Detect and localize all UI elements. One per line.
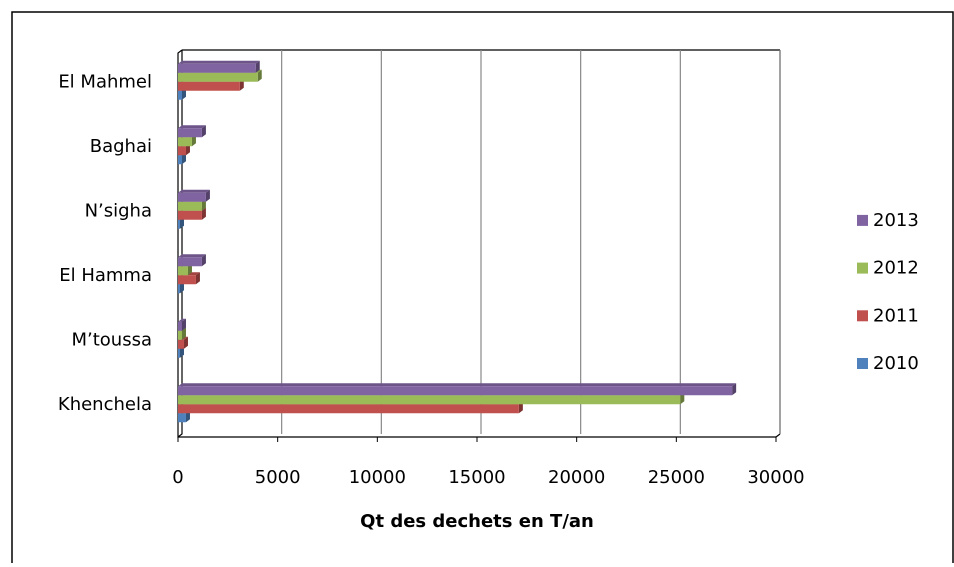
bar-top <box>178 60 260 64</box>
bar <box>178 81 240 91</box>
bar-side <box>201 254 206 267</box>
bar <box>178 72 258 82</box>
bar <box>178 321 182 331</box>
bar <box>178 192 206 202</box>
axis-wall <box>177 49 183 439</box>
legend-label: 2011 <box>873 305 919 326</box>
y-tick-label: N’sigha <box>85 200 152 221</box>
floor-edge <box>775 433 781 438</box>
bar-top <box>178 318 186 322</box>
bar <box>178 275 196 285</box>
bar-side <box>181 327 186 340</box>
x-tick-label: 10000 <box>349 467 406 488</box>
bar <box>178 201 202 211</box>
bar <box>178 386 733 396</box>
legend-swatch <box>857 310 868 322</box>
y-tick-label: El Mahmel <box>58 71 152 92</box>
legend-label: 2010 <box>873 353 919 374</box>
bar-side <box>195 272 200 285</box>
bar <box>178 155 182 165</box>
legend-label: 2012 <box>873 258 919 279</box>
bar-top <box>178 383 737 387</box>
bar-side <box>732 383 737 396</box>
bar <box>178 128 202 138</box>
bar-side <box>183 336 188 349</box>
x-tick-label: 25000 <box>648 467 705 488</box>
bar <box>178 339 184 349</box>
bar-side <box>205 189 210 202</box>
bar <box>178 330 182 340</box>
y-tick-label: Khenchela <box>58 394 152 415</box>
y-tick-label: M’toussa <box>71 329 152 350</box>
bar-top <box>178 189 210 193</box>
bar-side <box>201 125 206 138</box>
bar <box>178 404 519 414</box>
x-axis-label: Qt des dechets en T/an <box>360 511 594 532</box>
legend-swatch <box>857 262 868 274</box>
bar <box>178 63 256 73</box>
bar <box>178 219 180 229</box>
bar-side <box>257 69 262 82</box>
y-tick-label: El Hamma <box>59 265 152 286</box>
bar <box>178 413 186 423</box>
y-tick-label: Baghai <box>90 136 152 157</box>
x-tick-label: 30000 <box>747 467 804 488</box>
legend-swatch <box>857 358 868 369</box>
legend-label: 2013 <box>873 210 919 231</box>
legend-swatch <box>857 214 868 226</box>
bar-side <box>255 60 260 73</box>
bar <box>178 348 180 358</box>
x-tick-label: 15000 <box>448 467 505 488</box>
bar <box>178 284 180 294</box>
bar-side <box>181 318 186 331</box>
bar-side <box>201 207 206 220</box>
chart-border <box>11 11 954 567</box>
x-tick-label: 0 <box>172 467 183 488</box>
bar <box>178 146 186 156</box>
bar <box>178 137 192 147</box>
bar-top <box>178 254 206 258</box>
bar <box>178 266 188 276</box>
bar <box>178 395 681 405</box>
x-tick-label: 20000 <box>548 467 605 488</box>
x-tick-label: 5000 <box>255 467 301 488</box>
bar-top <box>178 125 206 129</box>
bar <box>178 90 182 100</box>
bar <box>178 210 202 220</box>
bar <box>178 257 202 267</box>
